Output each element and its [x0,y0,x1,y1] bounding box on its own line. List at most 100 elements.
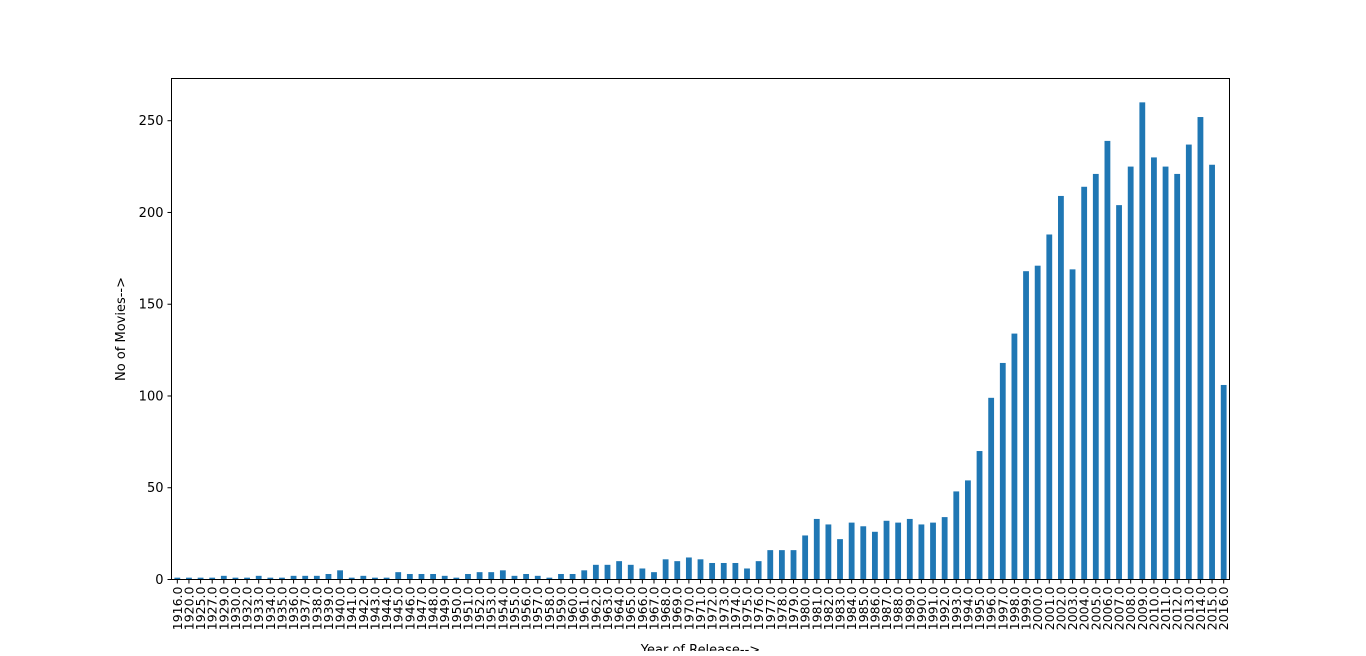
x-tick-label: 1938.0 [309,586,324,630]
bar-2009.0 [1139,102,1146,580]
bar-1983.0 [837,539,843,580]
x-tick-label: 1933.0 [251,586,266,630]
x-tick-label: 1943.0 [367,586,382,630]
bar-1970.0 [685,557,692,580]
bar-1978.0 [778,550,785,580]
bar-2014.0 [1197,117,1204,580]
bar-1972.0 [709,562,716,580]
x-tick-label: 2015.0 [1205,586,1220,630]
bar-2012.0 [1174,173,1181,580]
y-tick-label: 100 [139,389,164,404]
bar-1952.0 [476,572,483,580]
x-tick-label: 1930.0 [228,586,243,630]
bar-1949.0 [441,575,448,580]
x-tick-label: 1989.0 [902,586,917,630]
x-tick-label: 2006.0 [1100,586,1115,630]
x-tick-label: 1962.0 [588,586,603,630]
x-tick-label: 1973.0 [716,586,731,630]
bar-1995.0 [976,451,983,580]
x-tick-label: 1991.0 [926,586,941,630]
bar-1960.0 [569,573,576,580]
x-tick-label: 1941.0 [344,586,359,630]
x-tick-label: 1949.0 [437,586,452,630]
bar-1979.0 [790,550,797,580]
x-tick-label: 1967.0 [646,586,661,630]
bar-1994.0 [965,480,971,580]
bar-2002.0 [1058,195,1064,580]
bar-1953.0 [488,572,495,580]
x-tick-label: 1951.0 [460,586,475,630]
x-tick-label: 1953.0 [484,586,499,630]
bar-2010.0 [1151,157,1157,580]
x-tick-label: 1982.0 [821,586,836,630]
bar-2015.0 [1209,164,1215,580]
bar-1993.0 [953,491,960,580]
y-axis-label: No of Movies--> [114,277,129,381]
x-tick-label: 2003.0 [1065,586,1080,630]
x-tick-label: 1996.0 [984,586,999,630]
bar-1974.0 [732,562,739,580]
x-tick-label: 1945.0 [391,586,406,630]
y-axis: 0 50 100 150 200 250 [139,114,172,588]
x-tick-label: 1968.0 [658,586,673,630]
x-tick-label: 1975.0 [740,586,755,630]
x-tick-label: 1916.0 [170,586,185,630]
bar-2016.0 [1220,384,1227,580]
x-axis-label: Year of Release--> [640,643,760,651]
bar-2013.0 [1185,144,1192,580]
x-tick-label: 1958.0 [542,586,557,630]
bar-1956.0 [523,573,530,580]
x-tick-label: 1985.0 [856,586,871,630]
bar-1966.0 [639,568,646,580]
x-tick-label: 1984.0 [844,586,859,630]
bar-1975.0 [744,568,750,580]
x-tick-label: 1942.0 [356,586,371,630]
bar-1968.0 [662,559,669,580]
x-tick-label: 2000.0 [1030,586,1045,630]
x-tick-label: 1970.0 [681,586,696,630]
x-tick-label: 1960.0 [565,586,580,630]
x-tick-label: 1948.0 [426,586,441,630]
x-tick-label: 1976.0 [751,586,766,630]
x-tick-label: 1946.0 [402,586,417,630]
x-tick-label: 1977.0 [763,586,778,630]
x-tick-label: 1971.0 [693,586,708,630]
x-tick-label: 1925.0 [193,586,208,630]
x-tick-label: 1998.0 [1007,586,1022,630]
bar-1929.0 [220,575,227,580]
x-tick-label: 1959.0 [553,586,568,630]
x-tick-label: 1994.0 [960,586,975,630]
bar-1980.0 [802,535,809,580]
bar-1977.0 [767,550,774,580]
bar-1955.0 [511,575,518,580]
x-tick-label: 1999.0 [1019,586,1034,630]
bar-1961.0 [581,570,588,580]
x-tick-label: 1961.0 [577,586,592,630]
bar-1943.0 [372,577,378,580]
bar-1937.0 [302,575,309,580]
bar-1997.0 [999,362,1006,580]
bar-1962.0 [592,564,599,580]
bar-1982.0 [825,524,832,580]
bar-2003.0 [1069,269,1076,580]
bar-1969.0 [674,561,681,580]
bar-1934.0 [267,577,274,580]
x-tick-label: 2014.0 [1193,586,1208,630]
bar-1999.0 [1023,271,1029,580]
bar-2008.0 [1127,166,1134,580]
bar-1981.0 [813,518,820,580]
bar-2011.0 [1162,166,1169,580]
bar-1950.0 [453,577,460,580]
bar-1927.0 [209,577,216,580]
x-tick-label: 1963.0 [600,586,615,630]
x-tick-label: 1957.0 [530,586,545,630]
x-tick-label: 2007.0 [1112,586,1127,630]
bars-group [174,102,1227,580]
x-tick-label: 1950.0 [449,586,464,630]
bar-1964.0 [616,561,623,580]
x-tick-label: 2002.0 [1053,586,1068,630]
x-tick-label: 1988.0 [891,586,906,630]
x-tick-label: 1920.0 [181,586,196,630]
x-tick-label: 2013.0 [1181,586,1196,630]
bar-2007.0 [1116,205,1122,580]
